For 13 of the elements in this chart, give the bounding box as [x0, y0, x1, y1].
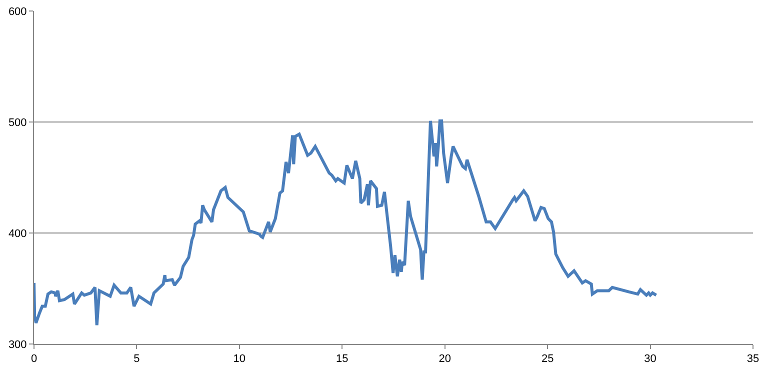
x-tick-label: 35: [746, 353, 760, 366]
line-series: [34, 119, 658, 327]
x-tick-label: 10: [233, 353, 246, 366]
x-tick-label: 20: [438, 353, 451, 366]
y-tick-label: 300: [8, 338, 27, 351]
x-tick-label: 25: [541, 353, 554, 366]
x-tick-label: 15: [336, 353, 348, 366]
x-tick-label: 5: [134, 353, 140, 366]
y-tick-label: 600: [8, 6, 27, 18]
y-tick-label: 500: [8, 116, 27, 129]
x-tick-label: 30: [644, 353, 656, 366]
y-tick-label: 400: [8, 228, 27, 240]
x-tick-label: 0: [30, 353, 38, 366]
